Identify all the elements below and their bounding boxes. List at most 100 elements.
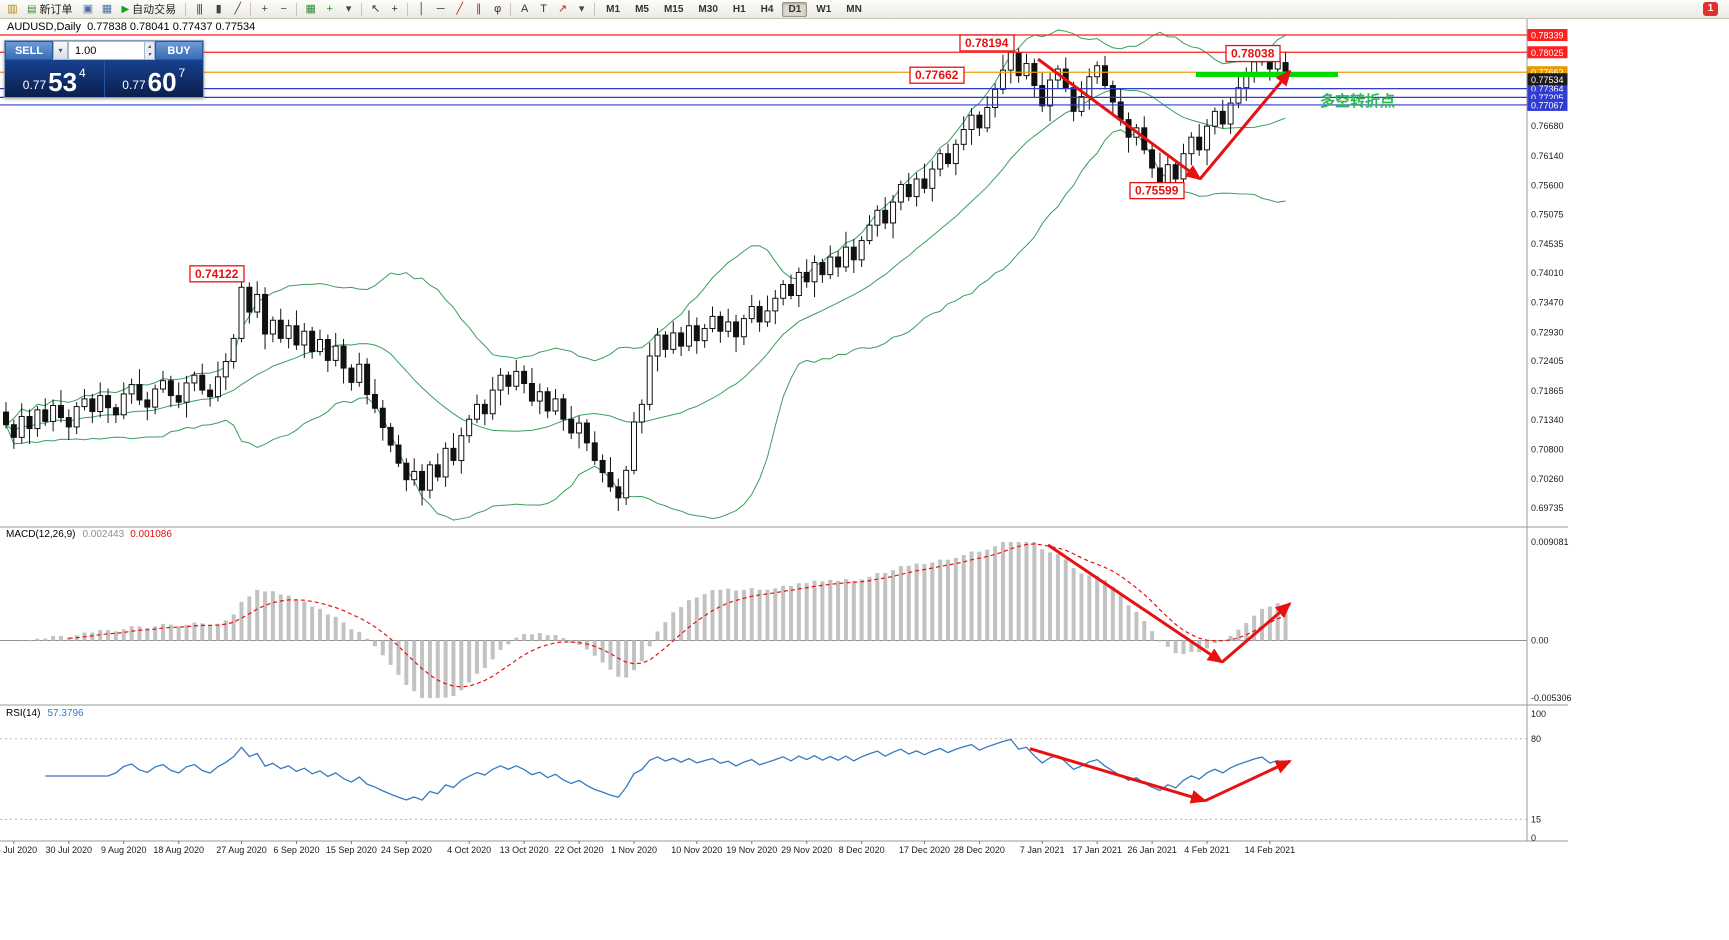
macd-name: MACD(12,26,9)	[6, 529, 76, 540]
svg-text:0.78038: 0.78038	[1231, 47, 1275, 61]
timeframe-d1-button[interactable]: D1	[782, 1, 808, 17]
one-click-menu-caret-icon[interactable]: ▾	[53, 41, 68, 60]
svg-text:80: 80	[1531, 734, 1541, 744]
svg-text:0.69735: 0.69735	[1531, 503, 1564, 513]
timeframe-w1-button[interactable]: W1	[816, 3, 832, 15]
new-order-button[interactable]: ▤ 新订单	[22, 1, 77, 17]
svg-text:0.70800: 0.70800	[1531, 444, 1564, 454]
svg-text:0.78339: 0.78339	[1531, 31, 1564, 41]
buy-price-prefix: 0.77	[122, 78, 146, 92]
autotrading-icon: ▶	[121, 3, 130, 15]
buy-price-display[interactable]: 0.77 60 7	[105, 60, 204, 97]
arrows-icon[interactable]: ↗	[558, 3, 567, 15]
svg-text:0.78025: 0.78025	[1531, 48, 1564, 58]
indicators-icon[interactable]: +	[326, 3, 332, 15]
timeframe-m5-button[interactable]: M5	[635, 3, 649, 15]
svg-text:0.77534: 0.77534	[1531, 75, 1564, 85]
svg-text:29 Nov 2020: 29 Nov 2020	[781, 845, 832, 855]
buy-price-big: 60	[147, 67, 177, 97]
svg-text:1 Nov 2020: 1 Nov 2020	[611, 845, 657, 855]
rsi-indicator-label: RSI(14) 57.3796	[6, 708, 84, 719]
spinner-down-icon[interactable]: ▾	[147, 51, 151, 58]
new-order-button-label: 新订单	[39, 4, 73, 16]
sell-price-display[interactable]: 0.77 53 4	[5, 60, 104, 97]
cursor-icon[interactable]: ↖	[371, 3, 380, 15]
svg-text:28 Dec 2020: 28 Dec 2020	[954, 845, 1005, 855]
svg-text:0.71865: 0.71865	[1531, 386, 1564, 396]
svg-text:0.77364: 0.77364	[1531, 84, 1564, 94]
candlestick-chart-icon[interactable]: ▮	[215, 3, 222, 15]
trendline-icon[interactable]: ╱	[456, 3, 463, 15]
svg-text:0.76680: 0.76680	[1531, 121, 1564, 131]
timeframe-m30-button[interactable]: M30	[698, 3, 718, 15]
svg-text:17 Dec 2020: 17 Dec 2020	[899, 845, 950, 855]
svg-text:0.72405: 0.72405	[1531, 356, 1564, 366]
svg-text:-0.005306: -0.005306	[1531, 693, 1572, 703]
tile-windows-icon[interactable]: ▦	[305, 3, 315, 15]
svg-text:14 Feb 2021: 14 Feb 2021	[1245, 845, 1296, 855]
autotrading-button-label: 自动交易	[132, 4, 177, 16]
channel-icon[interactable]: ∥	[475, 3, 482, 15]
zoom-out-icon[interactable]: −	[280, 3, 286, 15]
indicators-caret-icon[interactable]: ▾	[345, 3, 352, 15]
svg-text:0.77662: 0.77662	[915, 68, 959, 82]
volume-spinner[interactable]: ▴ ▾	[143, 42, 154, 59]
fibonacci-icon[interactable]: φ	[494, 3, 501, 15]
svg-text:100: 100	[1531, 709, 1546, 719]
one-click-price-row: 0.77 53 4 0.77 60 7	[5, 60, 203, 97]
timeframe-h1-button[interactable]: H1	[732, 3, 746, 15]
svg-text:4 Feb 2021: 4 Feb 2021	[1184, 845, 1230, 855]
crosshair-icon[interactable]: +	[391, 3, 397, 15]
buy-price-pip: 7	[178, 66, 186, 80]
svg-text:0.71340: 0.71340	[1531, 415, 1564, 425]
svg-text:0.77067: 0.77067	[1531, 100, 1564, 110]
macd-signal-value: 0.001086	[130, 529, 172, 540]
new-order-icon: ▤	[27, 3, 37, 15]
sell-price-pip: 4	[79, 66, 86, 80]
volume-input[interactable]: 1.00 ▴ ▾	[68, 41, 155, 60]
timeframe-mn-button[interactable]: MN	[846, 3, 862, 15]
svg-text:0.75600: 0.75600	[1531, 181, 1564, 191]
text-label-icon[interactable]: T	[540, 3, 547, 15]
autotrading-button[interactable]: ▶ 自动交易	[116, 1, 181, 17]
svg-text:10 Nov 2020: 10 Nov 2020	[671, 845, 722, 855]
market-watch-icon[interactable]: ▦	[101, 3, 112, 15]
timeframe-m15-button[interactable]: M15	[663, 3, 684, 15]
arrows-caret-icon[interactable]: ▾	[578, 3, 585, 15]
symbol-ohlc-readout: AUDUSD,Daily 0.77838 0.78041 0.77437 0.7…	[7, 21, 256, 33]
svg-text:0.75075: 0.75075	[1531, 209, 1564, 219]
sell-price-prefix: 0.77	[22, 78, 47, 92]
line-chart-icon[interactable]: ╱	[234, 3, 241, 15]
svg-text:0.73470: 0.73470	[1531, 298, 1564, 308]
chart-window-icon[interactable]: ▥	[7, 3, 17, 15]
macd-indicator-label: MACD(12,26,9) 0.002443 0.001086	[6, 529, 172, 540]
svg-text:0.74535: 0.74535	[1531, 239, 1564, 249]
zoom-in-icon[interactable]: +	[261, 3, 267, 15]
svg-text:0.77205: 0.77205	[1531, 93, 1564, 103]
bar-chart-icon[interactable]: |||	[196, 3, 203, 15]
svg-text:多空转折点: 多空转折点	[1320, 92, 1395, 110]
svg-text:0.74010: 0.74010	[1531, 268, 1564, 278]
spinner-up-icon[interactable]: ▴	[147, 43, 151, 50]
chart-profiles-icon[interactable]: ▣	[82, 3, 93, 15]
buy-button[interactable]: BUY	[155, 41, 203, 60]
svg-text:26 Jan 2021: 26 Jan 2021	[1127, 845, 1177, 855]
svg-text:0.00: 0.00	[1531, 635, 1549, 645]
sell-button[interactable]: SELL	[5, 41, 53, 60]
notification-badge[interactable]: 1	[1703, 2, 1718, 16]
toolbar-separator	[407, 2, 409, 16]
svg-text:17 Jan 2021: 17 Jan 2021	[1072, 845, 1122, 855]
svg-text:0: 0	[1531, 833, 1536, 843]
macd-main-value: 0.002443	[82, 529, 125, 540]
horizontal-line-icon[interactable]: ─	[436, 3, 445, 15]
svg-text:24 Sep 2020: 24 Sep 2020	[381, 845, 432, 855]
svg-text:7 Jan 2021: 7 Jan 2021	[1020, 845, 1065, 855]
timeframe-m1-button[interactable]: M1	[606, 3, 621, 15]
svg-text:0.74122: 0.74122	[195, 267, 239, 281]
svg-text:0.76140: 0.76140	[1531, 151, 1564, 161]
svg-text:0.78194: 0.78194	[965, 36, 1009, 50]
timeframe-h4-button[interactable]: H4	[760, 3, 774, 15]
vertical-line-icon[interactable]: │	[418, 3, 425, 15]
text-icon[interactable]: A	[520, 3, 528, 15]
